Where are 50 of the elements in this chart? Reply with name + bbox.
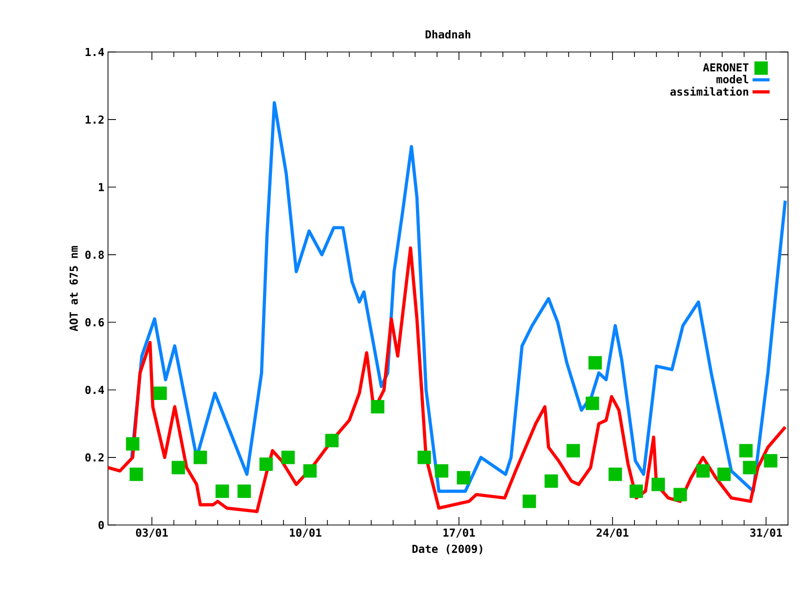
y-tick-label: 1 bbox=[98, 183, 104, 192]
point bbox=[696, 464, 710, 478]
legend-label: model bbox=[716, 74, 748, 84]
y-axis-title: AOT at 675 nm bbox=[70, 246, 78, 332]
point bbox=[652, 478, 665, 492]
point bbox=[630, 484, 643, 498]
line-series bbox=[130, 101, 787, 493]
x-tick-label: 31/01 bbox=[750, 528, 782, 538]
point bbox=[739, 444, 753, 458]
y-tick-label: 0.6 bbox=[85, 318, 104, 326]
point bbox=[370, 400, 384, 414]
y-tick-label: 0.4 bbox=[85, 386, 104, 394]
y-tick-label: 0.2 bbox=[85, 453, 104, 462]
point bbox=[281, 450, 295, 464]
y-tick-label: 0 bbox=[98, 520, 104, 530]
point bbox=[586, 396, 600, 410]
point bbox=[418, 450, 431, 464]
point bbox=[303, 464, 317, 478]
point bbox=[130, 468, 144, 482]
point bbox=[544, 474, 558, 488]
x-tick-label: 03/01 bbox=[136, 528, 168, 538]
x-axis-title: Date (2009) bbox=[412, 544, 482, 554]
y-tick-label: 1.4 bbox=[86, 48, 104, 56]
point bbox=[172, 460, 186, 474]
point bbox=[717, 468, 731, 482]
y-tick-label: 0.8 bbox=[85, 250, 104, 259]
point bbox=[522, 494, 536, 508]
y-tick-label: 1.2 bbox=[86, 116, 104, 124]
point bbox=[608, 468, 622, 482]
point bbox=[456, 471, 470, 484]
x-tick-label: 24/01 bbox=[596, 528, 628, 538]
point bbox=[673, 488, 687, 502]
point bbox=[325, 434, 339, 448]
point bbox=[194, 450, 208, 464]
point bbox=[153, 386, 167, 400]
point bbox=[434, 464, 448, 478]
point bbox=[764, 454, 778, 468]
x-tick-label: 10/01 bbox=[290, 528, 322, 538]
point bbox=[126, 437, 140, 451]
line-series bbox=[108, 246, 787, 514]
point bbox=[742, 460, 756, 474]
point bbox=[588, 356, 602, 370]
legend-label: AERONET bbox=[703, 63, 749, 72]
x-tick-label: 17/01 bbox=[443, 528, 475, 538]
chart-title: Dhadnah bbox=[426, 30, 470, 38]
point bbox=[237, 484, 251, 498]
point bbox=[566, 444, 580, 458]
legend-label: assimilation bbox=[670, 86, 748, 96]
point bbox=[259, 457, 273, 471]
point bbox=[216, 484, 229, 498]
